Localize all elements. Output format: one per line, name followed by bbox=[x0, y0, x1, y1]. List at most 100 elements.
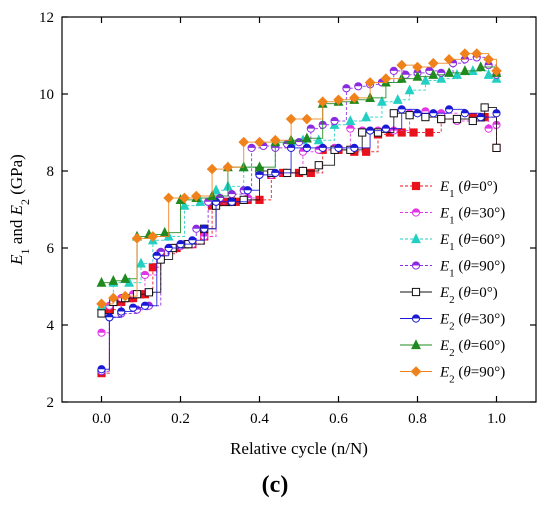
legend-label: E1 (θ=90°) bbox=[439, 259, 505, 280]
legend-entry: E1 (θ=60°) bbox=[400, 232, 505, 253]
y-tick-label: 8 bbox=[47, 164, 55, 180]
data-point bbox=[317, 96, 329, 108]
data-point-fill bbox=[97, 365, 106, 370]
legend-label: E2 (θ=30°) bbox=[439, 312, 505, 333]
data-point bbox=[377, 95, 387, 106]
data-point-fill bbox=[437, 109, 445, 114]
legend-entry: E2 (θ=30°) bbox=[400, 312, 505, 333]
data-point-fill bbox=[141, 302, 149, 306]
data-point-fill bbox=[342, 84, 350, 89]
data-point bbox=[179, 192, 190, 204]
data-point bbox=[131, 233, 143, 244]
x-axis-title: Relative cycle (n/N) bbox=[230, 439, 368, 458]
data-point bbox=[120, 273, 131, 283]
legend-marker bbox=[410, 366, 422, 377]
data-point bbox=[409, 128, 418, 137]
data-point bbox=[301, 113, 313, 125]
data-point bbox=[389, 109, 398, 118]
data-point-fill bbox=[271, 169, 279, 173]
x-tick-label: 0.8 bbox=[408, 411, 427, 427]
data-point-fill bbox=[390, 67, 398, 71]
data-point-fill bbox=[228, 198, 236, 202]
data-point bbox=[179, 199, 190, 210]
data-point-fill bbox=[153, 252, 161, 256]
data-point-fill bbox=[421, 107, 429, 112]
data-point-fill bbox=[382, 125, 390, 129]
data-point bbox=[108, 275, 119, 285]
data-point-fill bbox=[398, 105, 406, 110]
data-point bbox=[480, 103, 489, 112]
data-point bbox=[380, 73, 392, 84]
data-point bbox=[471, 48, 483, 59]
legend-marker bbox=[411, 339, 421, 350]
y-tick-label: 10 bbox=[39, 87, 54, 103]
data-point bbox=[358, 128, 367, 137]
data-point-fill bbox=[445, 105, 453, 110]
data-point bbox=[452, 69, 462, 79]
data-point bbox=[211, 184, 221, 195]
legend-marker-fill bbox=[412, 208, 420, 213]
data-point-fill bbox=[330, 117, 339, 121]
data-point bbox=[222, 161, 234, 173]
data-point bbox=[108, 292, 119, 304]
legend-label: E1 (θ=0°) bbox=[439, 179, 498, 200]
data-point-fill bbox=[334, 144, 343, 148]
legend-marker bbox=[411, 181, 421, 191]
legend-entry: E1 (θ=30°) bbox=[400, 206, 505, 227]
legend-entry: E2 (θ=0°) bbox=[400, 285, 498, 306]
legend-entry: E2 (θ=90°) bbox=[400, 365, 505, 386]
data-point-fill bbox=[437, 69, 445, 73]
data-point-fill bbox=[366, 126, 374, 131]
data-point bbox=[459, 48, 471, 59]
data-point bbox=[298, 166, 308, 176]
chart-svg: 0.0 0.2 0.4 0.6 0.8 1.0 2 4 6 8 10 12 Relative cycle… bbox=[7, 10, 537, 458]
legend-label: E2 (θ=90°) bbox=[439, 365, 505, 386]
data-point bbox=[396, 59, 408, 71]
data-point-fill bbox=[350, 144, 358, 148]
legend-label: E1 (θ=60°) bbox=[439, 232, 505, 253]
data-point-fill bbox=[192, 225, 200, 229]
data-point bbox=[452, 114, 462, 124]
data-point bbox=[136, 257, 146, 268]
series-line bbox=[101, 116, 497, 374]
legend-marker bbox=[411, 287, 421, 297]
data-point bbox=[443, 54, 455, 65]
data-point bbox=[412, 70, 423, 81]
legend-marker-fill bbox=[412, 314, 420, 319]
data-point bbox=[427, 57, 439, 69]
data-point bbox=[97, 309, 106, 318]
data-point bbox=[428, 69, 439, 79]
x-tick-label: 0.4 bbox=[250, 411, 269, 427]
data-point bbox=[468, 116, 477, 126]
data-point-fill bbox=[188, 236, 196, 241]
data-point bbox=[239, 195, 248, 204]
data-point bbox=[333, 94, 344, 106]
data-point-fill bbox=[429, 109, 437, 114]
x-tick-label: 0.0 bbox=[92, 411, 111, 427]
x-tick-label: 1.0 bbox=[487, 411, 506, 427]
data-point-fill bbox=[129, 304, 137, 308]
data-point bbox=[483, 54, 494, 65]
legend-label: E2 (θ=0°) bbox=[439, 285, 498, 306]
legend-marker-fill bbox=[412, 261, 420, 266]
legend-entry: E1 (θ=0°) bbox=[400, 179, 498, 200]
data-point bbox=[491, 65, 502, 77]
data-point-fill bbox=[354, 82, 362, 87]
data-point-fill bbox=[319, 144, 327, 148]
legend-label: E2 (θ=60°) bbox=[439, 338, 505, 359]
data-point bbox=[254, 161, 265, 172]
data-point-fill bbox=[287, 144, 295, 148]
data-point bbox=[190, 190, 202, 202]
data-point-fill bbox=[307, 125, 315, 129]
data-point bbox=[404, 84, 415, 95]
data-point bbox=[373, 128, 383, 137]
data-point bbox=[96, 276, 107, 287]
legend-entry: E2 (θ=60°) bbox=[400, 338, 505, 359]
data-point bbox=[421, 113, 430, 122]
x-tick-label: 0.6 bbox=[329, 411, 348, 427]
data-point-fill bbox=[255, 171, 264, 175]
data-point-fill bbox=[248, 144, 256, 148]
data-point-fill bbox=[165, 244, 173, 248]
data-point-fill bbox=[97, 329, 106, 333]
data-point bbox=[148, 263, 157, 272]
